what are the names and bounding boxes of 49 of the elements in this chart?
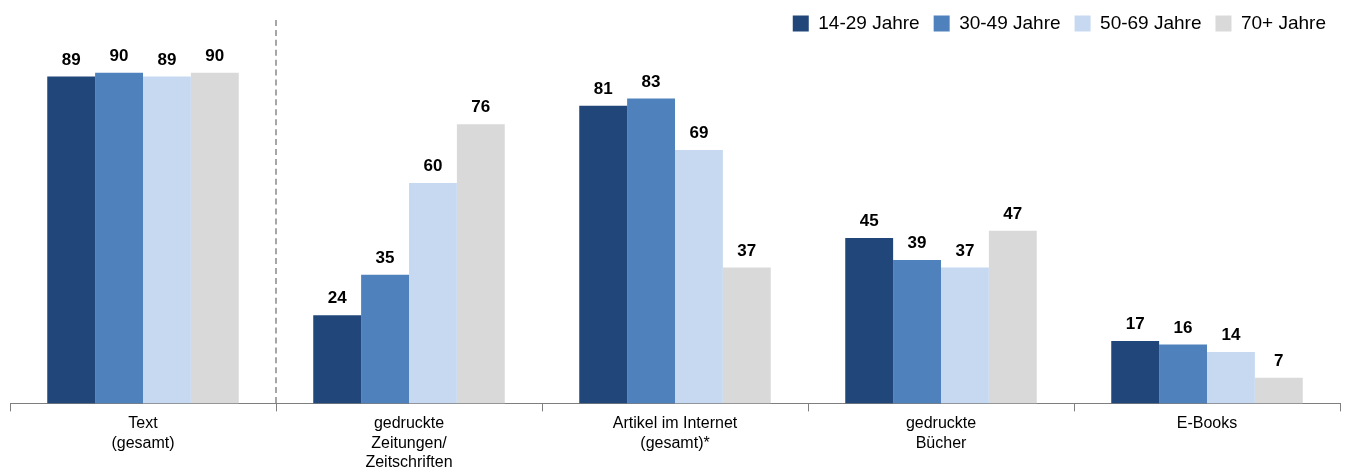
bar [1207, 351, 1255, 404]
legend-label: 70+ Jahre [1240, 11, 1327, 33]
data-label: 69 [689, 123, 709, 143]
data-label: 90 [109, 45, 129, 65]
data-label: 14 [1221, 325, 1241, 345]
data-label: 76 [471, 97, 491, 117]
bar [675, 149, 723, 404]
bar [47, 76, 96, 404]
x-tick-label: Artikel im Internet (gesamt)* [612, 414, 738, 451]
bar [456, 124, 505, 404]
x-tick-label: E-Books [1176, 414, 1238, 432]
legend-label: 30-49 Jahre [959, 11, 1061, 33]
data-label: 24 [327, 288, 348, 308]
bar [579, 105, 628, 404]
legend-label: 14-29 Jahre [818, 11, 920, 33]
data-label: 37 [737, 240, 757, 260]
bar [361, 274, 409, 404]
data-label: 16 [1173, 317, 1193, 337]
data-label: 17 [1125, 314, 1145, 334]
bar [988, 230, 1037, 404]
bar [313, 315, 362, 404]
data-label: 83 [641, 71, 661, 91]
data-label: 35 [375, 248, 395, 267]
bar [1254, 377, 1303, 404]
bar [893, 260, 941, 404]
bar [627, 98, 675, 404]
data-label: 45 [859, 211, 879, 231]
data-label: 81 [593, 79, 613, 99]
bar [845, 238, 894, 404]
bar [1111, 340, 1160, 404]
bar [941, 267, 989, 404]
data-label: 90 [205, 45, 225, 65]
bar [722, 267, 771, 404]
bar [1159, 344, 1207, 404]
bar [190, 72, 239, 404]
data-label: 60 [423, 156, 443, 176]
data-label: 47 [1003, 203, 1023, 223]
data-label: 37 [955, 240, 975, 260]
data-label: 39 [907, 233, 927, 253]
x-tick-label: Text (gesamt) [111, 414, 175, 451]
data-label: 89 [61, 49, 81, 69]
bar [143, 76, 191, 404]
data-label: 7 [1274, 350, 1284, 370]
x-tick-label: gedruckte Bücher [905, 414, 977, 451]
x-tick-label: gedruckte Zeitungen/ Zeitschriften [365, 414, 453, 470]
legend-label: 50-69 Jahre [1100, 11, 1202, 33]
bar [409, 182, 457, 404]
bar [95, 72, 143, 404]
data-label: 89 [157, 49, 177, 69]
